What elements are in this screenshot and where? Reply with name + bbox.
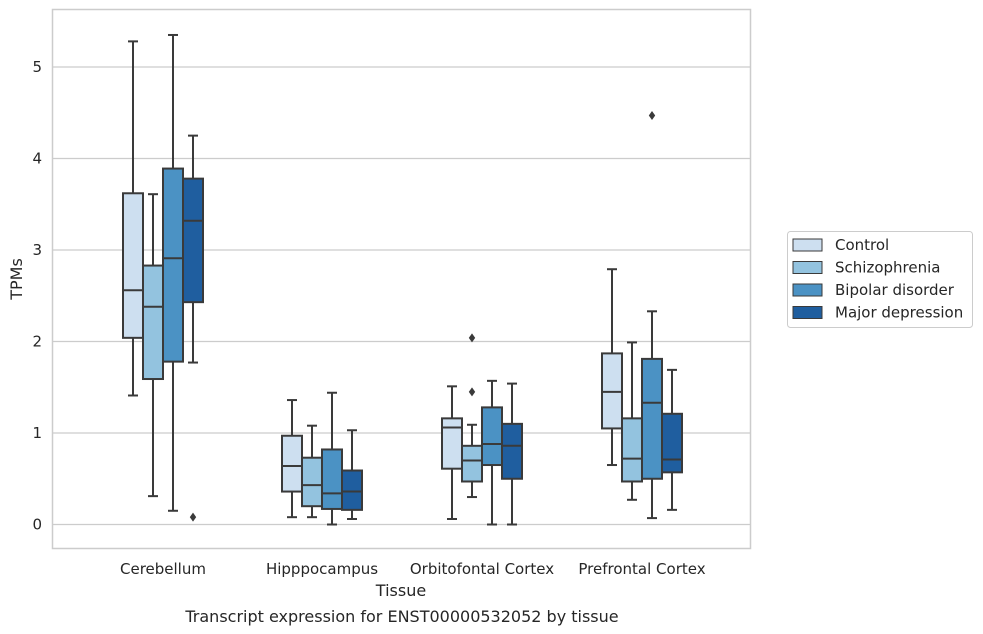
y-tick-labels: 0 1 2 3 4 5 [32, 58, 42, 534]
box-body [281, 434, 303, 493]
box-body [182, 177, 204, 304]
box-control [441, 385, 463, 521]
outlier-point [189, 512, 197, 522]
plot-frame [51, 8, 752, 550]
box-major-depression [182, 134, 204, 522]
y-tick-label: 2 [32, 333, 42, 351]
box-bipolar-disorder [321, 391, 343, 526]
legend-swatch [792, 261, 823, 274]
legend: Control Schizophrenia Bipolar disorder Majo… [787, 231, 973, 328]
legend-label: Major depression [835, 304, 963, 322]
box-major-depression [501, 382, 523, 526]
legend-entry: Major depression [792, 304, 963, 322]
legend-swatch [792, 306, 823, 319]
y-tick-label: 3 [32, 241, 42, 259]
box-body [641, 357, 663, 480]
box-schizophrenia [621, 341, 643, 501]
box-schizophrenia [461, 333, 483, 499]
legend-label: Schizophrenia [835, 259, 940, 277]
box-body [162, 167, 184, 363]
box-body [122, 192, 144, 339]
box-bipolar-disorder [481, 379, 503, 526]
x-axis-title: Tissue [375, 581, 426, 600]
box-body [661, 412, 683, 474]
x-tick-label: Orbitofontal Cortex [410, 560, 554, 578]
y-tick-label: 1 [32, 424, 42, 442]
box-body [481, 406, 503, 467]
legend-swatch [792, 283, 823, 297]
box-major-depression [341, 429, 363, 521]
box-control [601, 268, 623, 467]
box-schizophrenia [142, 193, 164, 498]
box-body [621, 417, 643, 483]
x-tick-labels: Cerebellum Hipppocampus Orbitofontal Corte… [120, 560, 706, 578]
legend-entry: Control [792, 236, 889, 254]
legend-entry: Schizophrenia [792, 259, 940, 277]
x-tick-label: Hipppocampus [266, 560, 378, 578]
x-tick-label: Cerebellum [120, 560, 206, 578]
y-axis-title: TPMs [7, 258, 26, 301]
box-body [441, 417, 463, 470]
box-series [122, 33, 683, 526]
box-body [461, 444, 483, 483]
box-schizophrenia [301, 424, 323, 519]
x-tick-label: Prefrontal Cortex [578, 560, 705, 578]
legend-entry: Bipolar disorder [792, 281, 955, 299]
box-control [281, 399, 303, 519]
box-body [501, 422, 523, 480]
y-tick-label: 5 [32, 58, 42, 76]
y-tick-label: 0 [32, 516, 42, 534]
box-bipolar-disorder [162, 33, 184, 512]
outlier-point [468, 387, 476, 397]
legend-label: Bipolar disorder [835, 281, 955, 299]
legend-frame [787, 231, 973, 328]
legend-swatch [792, 238, 823, 252]
box-body [301, 456, 323, 508]
box-control [122, 40, 144, 397]
box-major-depression [661, 368, 683, 511]
chart-caption: Transcript expression for ENST0000053205… [184, 607, 618, 626]
box-body [321, 448, 343, 510]
box-body [341, 469, 363, 511]
box-bipolar-disorder [641, 110, 663, 520]
outlier-point [648, 110, 656, 120]
y-tick-label: 4 [32, 150, 42, 168]
box-body [142, 264, 164, 381]
outlier-point [468, 333, 476, 343]
legend-label: Control [835, 236, 889, 254]
legend-items: Control Schizophrenia Bipolar disorder Majo… [792, 236, 963, 322]
